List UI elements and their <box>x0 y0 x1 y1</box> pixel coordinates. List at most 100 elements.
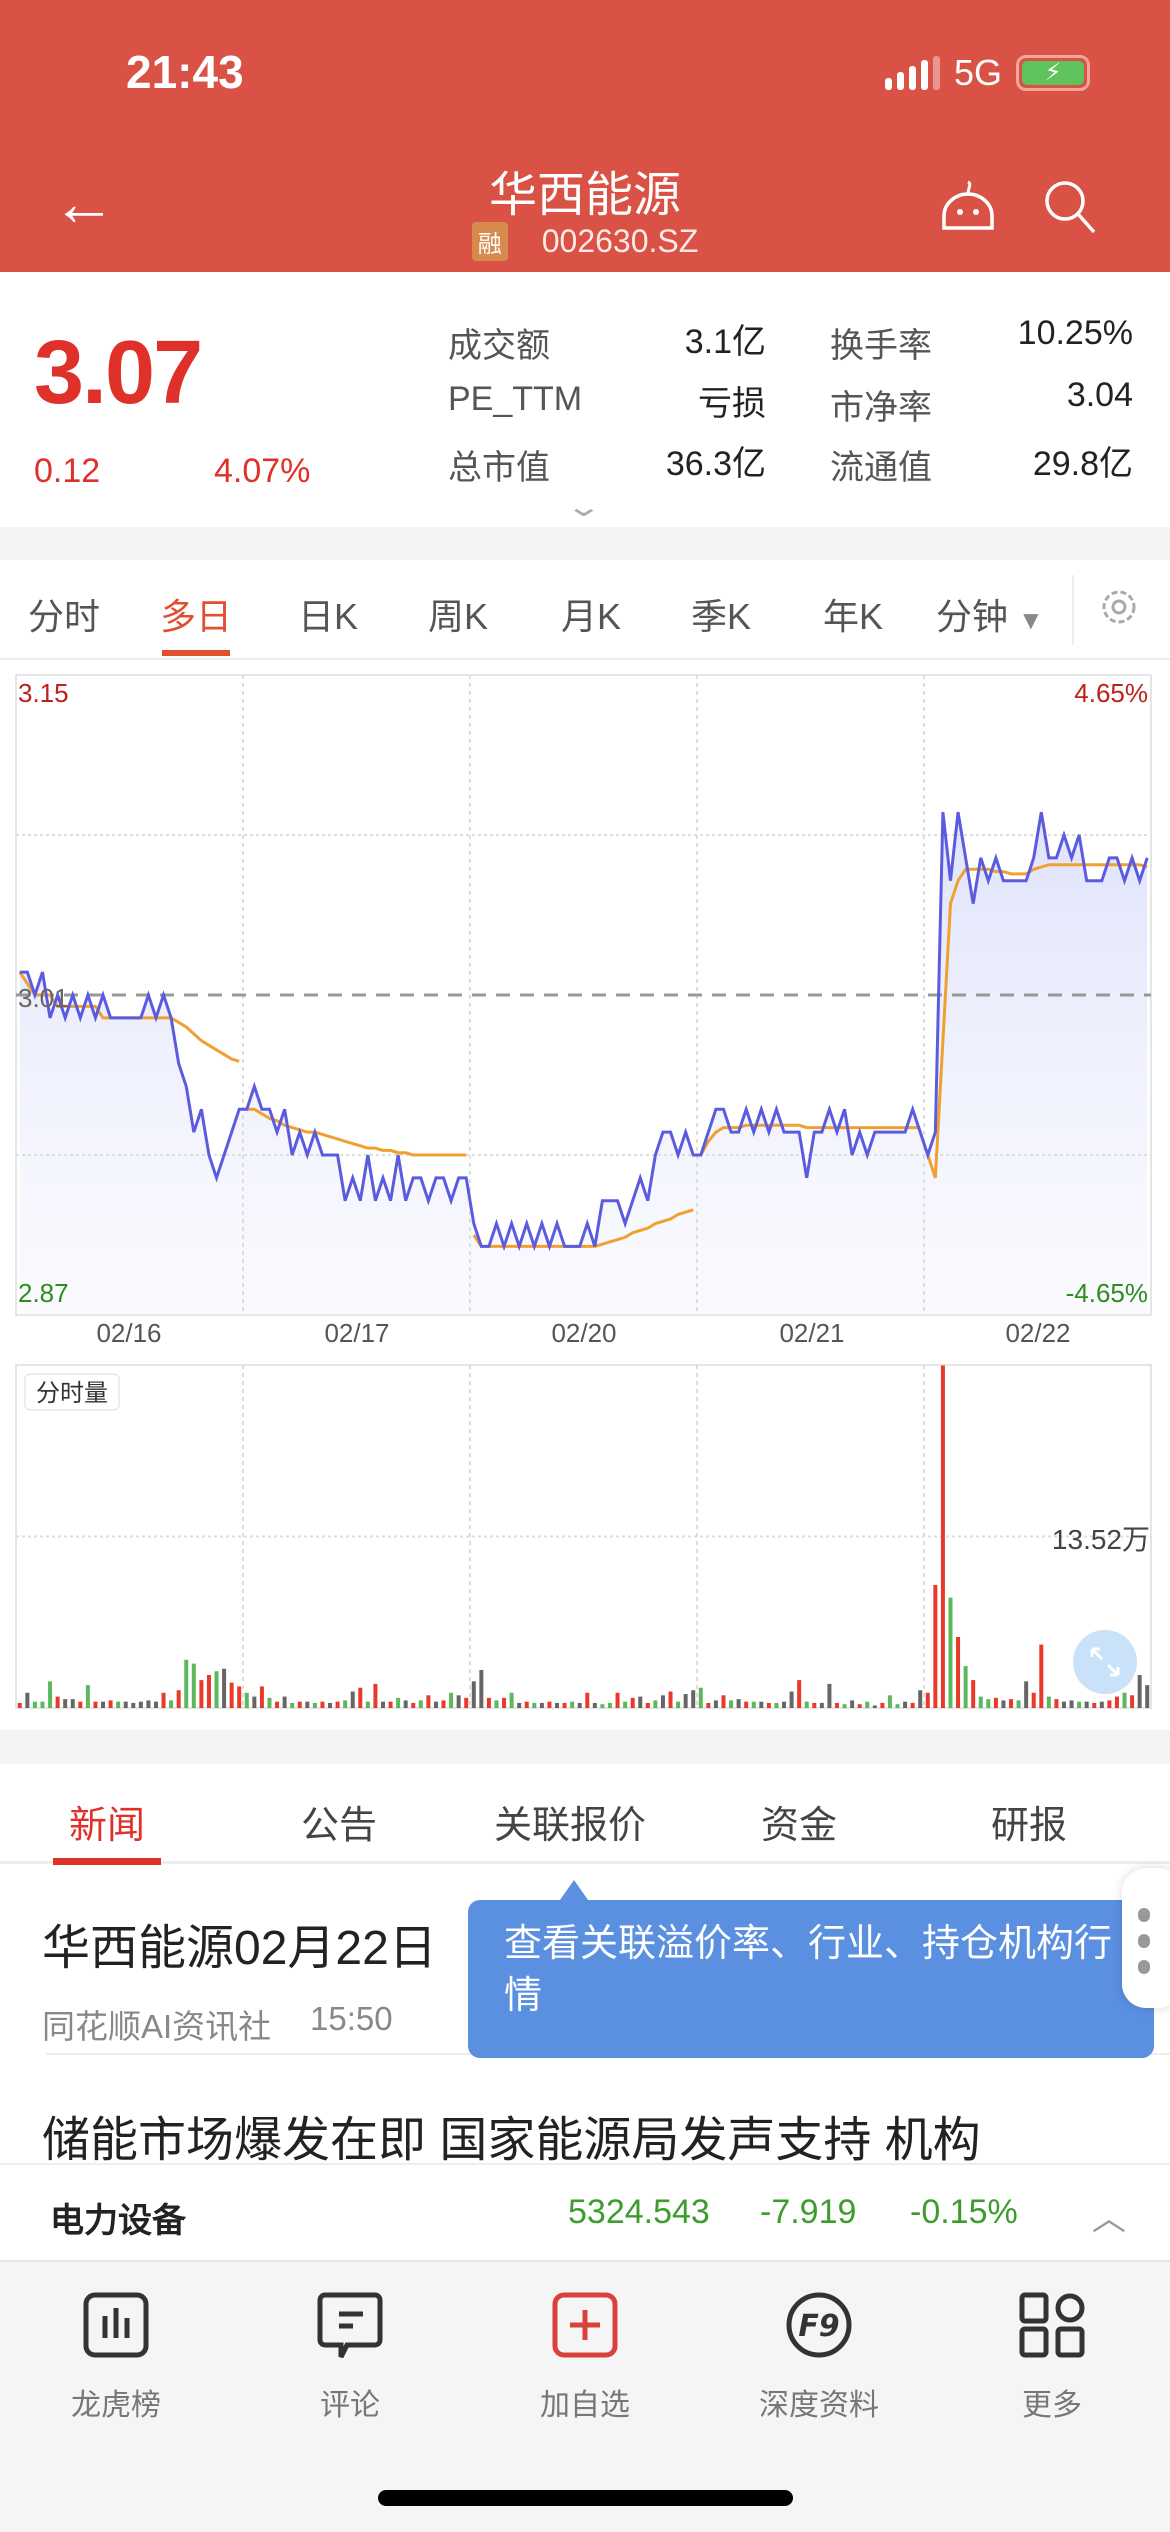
price-change: 0.12 <box>34 452 101 490</box>
volume-bar <box>70 1699 75 1708</box>
volume-bar <box>161 1692 166 1708</box>
volume-bar <box>729 1700 734 1708</box>
battery-charging-icon: ⚡ <box>1016 55 1090 91</box>
tab-quarterly-k[interactable]: 季K <box>691 596 752 637</box>
volume-bar <box>789 1691 794 1708</box>
related-quote-tooltip[interactable]: 查看关联溢价率、行业、持仓机构行情 <box>468 1900 1154 2058</box>
tab-daily-k[interactable]: 日K <box>298 596 359 637</box>
fullscreen-button[interactable] <box>1073 1630 1137 1694</box>
volume-bar <box>252 1696 257 1708</box>
sector-name: 电力设备 <box>50 2202 186 2240</box>
volume-bar <box>691 1690 696 1708</box>
volume-bar <box>948 1597 953 1708</box>
tab-minute[interactable]: 分钟 ▼ <box>936 588 1044 640</box>
back-arrow-icon[interactable]: ← <box>52 167 116 239</box>
nav-add-watchlist[interactable]: 加自选 <box>485 2292 685 2424</box>
tab-funds[interactable]: 资金 <box>760 1805 837 1847</box>
section-divider <box>0 527 1170 560</box>
tab-yearly-k[interactable]: 年K <box>823 596 884 637</box>
volume-bar <box>1092 1702 1097 1708</box>
nav-label: 龙虎榜 <box>71 2389 161 2422</box>
volume-bar <box>638 1696 643 1708</box>
tab-multi-day[interactable]: 多日 <box>160 596 233 637</box>
volume-bar <box>668 1691 673 1708</box>
volume-bar <box>585 1692 590 1708</box>
volume-bar <box>812 1702 817 1708</box>
volume-bar <box>267 1697 272 1708</box>
network-type: 5G <box>953 52 1002 93</box>
volume-bar <box>766 1702 771 1708</box>
volume-bar <box>895 1704 900 1708</box>
volume-bar <box>396 1697 401 1708</box>
volume-bar <box>706 1702 711 1708</box>
stat-label-turnover-rate: 换手率 <box>830 327 932 365</box>
search-icon[interactable] <box>1040 176 1100 236</box>
volume-bar <box>426 1695 431 1708</box>
news-tabs: 新闻 公告 关联报价 资金 研报 <box>0 1764 1170 1864</box>
volume-bar <box>751 1701 756 1708</box>
volume-chart-frame <box>15 1364 1152 1709</box>
volume-bar <box>1069 1700 1074 1708</box>
volume-bar <box>645 1702 650 1708</box>
floating-menu-handle[interactable] <box>1122 1868 1170 2008</box>
add-watchlist-icon <box>552 2292 618 2358</box>
volume-bar <box>237 1686 242 1708</box>
stat-label-pe-ttm: PE_TTM <box>448 380 583 418</box>
stat-value-pe-ttm: 亏损 <box>698 385 766 423</box>
stat-label-pb: 市净率 <box>830 389 932 427</box>
volume-bar <box>903 1701 908 1708</box>
stat-value-market-cap: 36.3亿 <box>665 445 766 483</box>
tab-news[interactable]: 新闻 <box>68 1805 145 1847</box>
volume-bar <box>25 1692 30 1708</box>
nav-comments[interactable]: 评论 <box>250 2292 450 2424</box>
stock-code: 002630.SZ <box>541 223 699 259</box>
tab-intraday[interactable]: 分时 <box>28 596 101 637</box>
tab-research[interactable]: 研报 <box>990 1805 1067 1847</box>
volume-bar <box>191 1663 196 1708</box>
tab-related-quotes[interactable]: 关联报价 <box>493 1805 646 1847</box>
gear-icon[interactable] <box>1096 584 1142 630</box>
volume-bar <box>744 1701 749 1708</box>
chart-bars-icon <box>83 2292 149 2358</box>
volume-bar <box>539 1702 544 1708</box>
volume-bar <box>509 1692 514 1708</box>
stock-chart[interactable]: 3.15 4.65% 2.87 -4.65% 3.01 02/16 02/17 … <box>0 660 1170 1730</box>
volume-bar <box>1077 1701 1082 1708</box>
stat-label-turnover-amount: 成交额 <box>448 327 550 365</box>
volume-bar <box>1009 1699 1014 1708</box>
tab-announcements[interactable]: 公告 <box>300 1805 377 1847</box>
volume-bar <box>524 1701 529 1708</box>
volume-bar <box>623 1701 628 1708</box>
avg-price-line <box>926 863 1148 1179</box>
comment-icon <box>317 2292 383 2358</box>
tab-weekly-k[interactable]: 周K <box>428 596 489 637</box>
active-tab-underline <box>162 650 230 656</box>
nav-label: 加自选 <box>540 2389 630 2422</box>
section-divider <box>0 1730 1170 1764</box>
volume-bar <box>986 1699 991 1708</box>
nav-deep-data[interactable]: F9 深度资料 <box>719 2292 919 2424</box>
chevron-up-icon[interactable]: ︿ <box>1092 2200 1126 2238</box>
news-item[interactable]: 华西能源02月22日 同花顺AI资讯社 15:50 <box>0 1880 1170 2055</box>
volume-bar <box>918 1690 923 1708</box>
news-item[interactable]: 储能市场爆发在即 国家能源局发声支持 机构 <box>0 2062 1170 2162</box>
tab-monthly-k[interactable]: 月K <box>561 596 622 637</box>
volume-bar <box>388 1701 393 1708</box>
price-line <box>19 811 1149 1252</box>
sector-change: -7.919 <box>760 2193 857 2231</box>
nav-more[interactable]: 更多 <box>952 2292 1152 2424</box>
home-indicator <box>378 2490 793 2506</box>
sector-bar[interactable]: 电力设备 5324.543 -7.919 -0.15% ︿ <box>0 2163 1170 2260</box>
expand-chevron-icon[interactable]: ⌄ <box>564 491 603 522</box>
volume-bar <box>40 1701 45 1708</box>
nav-dragon-tiger[interactable]: 龙虎榜 <box>16 2292 216 2424</box>
volume-bar <box>547 1701 552 1708</box>
volume-bar <box>857 1704 862 1708</box>
x-label: 02/17 <box>324 1318 389 1348</box>
volume-bar <box>169 1700 174 1708</box>
volume-bar <box>176 1690 181 1708</box>
volume-bar <box>850 1700 855 1708</box>
volume-bar <box>502 1697 507 1708</box>
robot-assistant-icon[interactable] <box>938 178 998 234</box>
volume-bar <box>214 1671 219 1708</box>
